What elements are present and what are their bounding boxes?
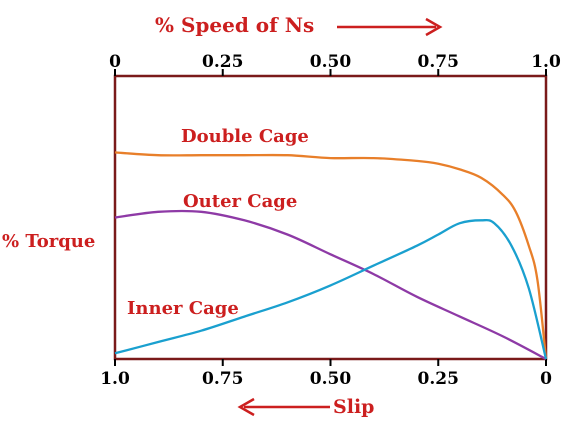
top-tick-label: 0.75 [418, 52, 459, 72]
slip-arrow-icon [237, 397, 330, 417]
x-axis-label: Slip [333, 396, 374, 418]
top-tick-label: 0.50 [310, 52, 352, 72]
bottom-tick-label: 1.0 [100, 369, 130, 389]
series-label-inner-cage: Inner Cage [127, 298, 239, 319]
series-label-double-cage: Double Cage [181, 126, 309, 147]
speed-arrow-icon [337, 17, 443, 37]
y-axis-label: % Torque [2, 231, 95, 252]
top-tick-label: 1.0 [531, 52, 561, 72]
top-tick-label: 0 [109, 52, 121, 72]
top-axis-ticks: 0 0.25 0.50 0.75 1.0 [109, 52, 561, 72]
tick-marks [114, 69, 547, 366]
series-line-inner-cage [114, 218, 548, 360]
series-line-double-cage [114, 151, 548, 360]
chart-title: % Speed of Ns [155, 13, 314, 37]
top-tick-label: 0.25 [202, 52, 243, 72]
series-line-outer-cage [114, 209, 547, 361]
bottom-tick-label: 0.25 [418, 369, 459, 389]
bottom-tick-label: 0 [540, 369, 552, 389]
bottom-tick-label: 0.75 [202, 369, 243, 389]
bottom-axis-ticks: 1.0 0.75 0.50 0.25 0 [100, 369, 552, 389]
series-label-outer-cage: Outer Cage [183, 191, 297, 212]
bottom-tick-label: 0.50 [310, 369, 352, 389]
series-lines [114, 151, 548, 361]
